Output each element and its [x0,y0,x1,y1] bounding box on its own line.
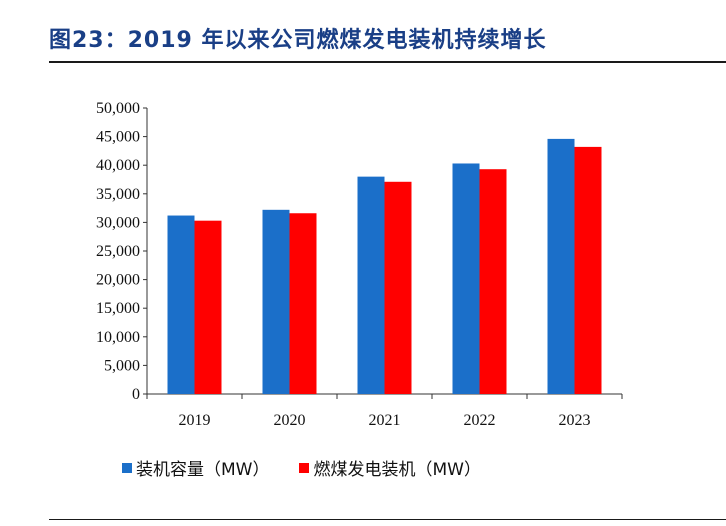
bar-capacity [262,209,290,394]
y-tick-label: 35,000 [96,186,140,203]
title-divider [49,61,726,63]
bar-capacity [357,176,385,394]
y-tick-label: 25,000 [96,243,140,260]
x-tick-label: 2020 [274,412,306,429]
x-tick-label: 2023 [559,412,591,429]
bars [167,138,602,394]
bar-capacity [547,138,575,394]
legend-swatch-coal [299,462,310,473]
y-tick-label: 20,000 [96,272,140,289]
x-tick-label: 2021 [369,412,401,429]
y-tick-label: 45,000 [96,129,140,146]
legend-label-capacity: 装机容量（MW） [136,460,270,480]
bar-coal [289,213,317,394]
legend: 装机容量（MW） 燃煤发电装机（MW） [122,455,511,480]
y-axis: 0 5,000 10,000 15,000 20,000 25,000 30,000 35,0… [96,100,148,403]
legend-item-capacity: 装机容量（MW） [122,455,269,480]
y-tick-label: 30,000 [96,214,140,231]
bar-capacity [167,215,195,394]
y-tick-label: 50,000 [96,100,140,117]
bar-coal [574,146,602,394]
bar-coal [479,169,507,394]
x-axis: 2019 2020 2021 2022 2023 [146,393,623,429]
y-tick-label: 0 [132,386,140,403]
bar-coal [194,220,222,394]
bar-coal [384,181,412,394]
y-tick-label: 40,000 [96,157,140,174]
y-tick-label: 15,000 [96,300,140,317]
x-tick-label: 2022 [464,412,496,429]
legend-swatch-capacity [122,462,132,473]
y-tick-label: 10,000 [96,329,140,346]
x-tick-label: 2019 [179,412,211,429]
legend-label-coal: 燃煤发电装机（MW） [313,460,481,480]
bottom-divider [49,519,726,520]
figure-title: 图23：2019 年以来公司燃煤发电装机持续增长 [49,28,547,53]
y-tick-label: 5,000 [104,357,140,374]
legend-item-coal: 燃煤发电装机（MW） [299,455,481,480]
bar-capacity [452,163,480,394]
